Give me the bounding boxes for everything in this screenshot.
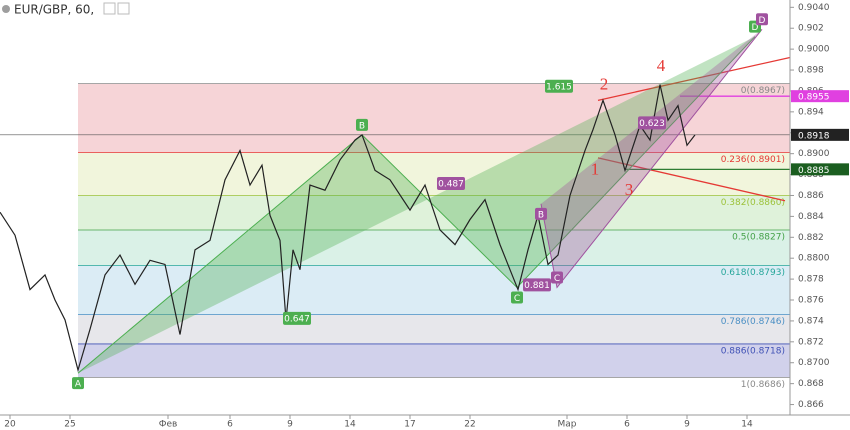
y-tick-label: 0.866 xyxy=(798,400,824,410)
point-label-box xyxy=(551,271,563,284)
x-tick-label: 9 xyxy=(684,420,690,430)
pattern-fill xyxy=(78,36,755,374)
point-label-box xyxy=(356,118,368,131)
fib-label: 0.618(0.8793) xyxy=(721,268,785,278)
x-tick-label: 22 xyxy=(464,420,475,430)
y-tick-label: 0.9040 xyxy=(798,3,830,13)
ratio-label: 0.881 xyxy=(524,281,550,291)
fib-zone xyxy=(78,229,790,266)
y-tick-label: 0.902 xyxy=(798,24,824,34)
wave-label: 1 xyxy=(591,159,600,178)
point-label: D xyxy=(752,23,759,33)
pattern-fill xyxy=(541,29,762,288)
fib-zone xyxy=(78,314,790,344)
point-label: C xyxy=(514,294,520,304)
price-label-box xyxy=(791,163,849,176)
point-label: D xyxy=(759,16,766,26)
price-label-box xyxy=(791,90,849,103)
x-tick-label: 6 xyxy=(624,420,630,430)
fib-zone xyxy=(78,152,790,196)
y-tick-label: 0.894 xyxy=(798,107,824,117)
price-label: 0.8885 xyxy=(798,166,830,176)
trend-line xyxy=(597,56,791,101)
y-tick-label: 0.8900 xyxy=(798,149,830,159)
pattern-line xyxy=(77,36,756,374)
chart-title: EUR/GBP, 60, xyxy=(14,3,94,17)
y-tick-label: 0.878 xyxy=(798,275,824,285)
ratio-box xyxy=(523,278,551,292)
x-tick-label: 6 xyxy=(227,420,233,430)
x-tick-label: 25 xyxy=(64,420,75,430)
y-tick-label: 0.884 xyxy=(798,212,824,222)
point-label: B xyxy=(359,121,365,131)
price-label: 0.8918 xyxy=(798,131,830,141)
ratio-label: 1.615 xyxy=(546,82,572,92)
x-tick-label: 9 xyxy=(287,420,293,430)
header-bg xyxy=(0,0,130,18)
fib-label: 0.382(0.8860) xyxy=(721,198,785,208)
wave-label: 3 xyxy=(625,180,634,199)
x-tick-label: Мар xyxy=(558,420,577,430)
y-tick-label: 0.898 xyxy=(798,66,824,76)
x-tick-label: 17 xyxy=(404,420,415,430)
y-tick-label: 0.882 xyxy=(798,233,824,243)
price-label-box xyxy=(791,128,849,141)
price-label: 0.8955 xyxy=(798,93,830,103)
point-label-box xyxy=(535,207,547,220)
fib-label: 0.5(0.8827) xyxy=(732,232,785,242)
settings-button[interactable] xyxy=(103,2,116,15)
y-tick-label: 0.886 xyxy=(798,191,824,201)
symbol-icon xyxy=(2,5,10,13)
y-tick-label: 0.9000 xyxy=(798,45,830,55)
x-tick-label: 14 xyxy=(344,420,356,430)
wave-label: 2 xyxy=(600,75,609,94)
fib-zone xyxy=(78,343,790,378)
fib-label: 1(0.8686) xyxy=(741,380,785,390)
x-tick-label: Фев xyxy=(159,420,178,430)
price-line xyxy=(0,84,696,373)
point-label: A xyxy=(75,380,82,390)
y-tick-label: 0.8800 xyxy=(798,254,830,264)
fib-label: 0(0.8967) xyxy=(741,86,785,96)
fib-label: 0.886(0.8718) xyxy=(721,346,785,356)
fib-label: 0.236(0.8901) xyxy=(721,155,785,165)
y-tick-label: 0.874 xyxy=(798,316,824,326)
plot-area: 0(0.8967) 0.236(0.8901) 0.382(0.8860) 0.5(0… xyxy=(0,13,791,390)
close-button[interactable] xyxy=(117,2,130,15)
ratio-box xyxy=(283,311,311,325)
fib-label: 0.786(0.8746) xyxy=(721,317,785,327)
ratio-box xyxy=(638,116,666,130)
x-tick-label: 20 xyxy=(4,420,16,430)
y-tick-label: 0.8700 xyxy=(798,358,830,368)
ratio-box xyxy=(437,176,465,190)
ratio-label: 0.647 xyxy=(284,314,310,324)
point-label-box xyxy=(756,13,768,26)
x-tick-label: 14 xyxy=(741,420,753,430)
wave-label: 4 xyxy=(657,56,666,75)
ratio-label: 0.487 xyxy=(438,179,464,189)
trend-line xyxy=(597,157,786,202)
y-tick-label: 0.876 xyxy=(798,296,824,306)
point-label: C xyxy=(554,274,560,284)
fib-zone xyxy=(78,83,790,153)
y-tick-label: 0.868 xyxy=(798,379,824,389)
ratio-label: 0.623 xyxy=(639,119,665,129)
point-label: B xyxy=(538,210,544,220)
point-label-box xyxy=(72,377,84,390)
y-tick-label: 0.872 xyxy=(798,337,824,347)
ratio-box xyxy=(545,79,573,93)
point-label-box xyxy=(511,291,523,304)
pattern-line xyxy=(540,28,763,289)
